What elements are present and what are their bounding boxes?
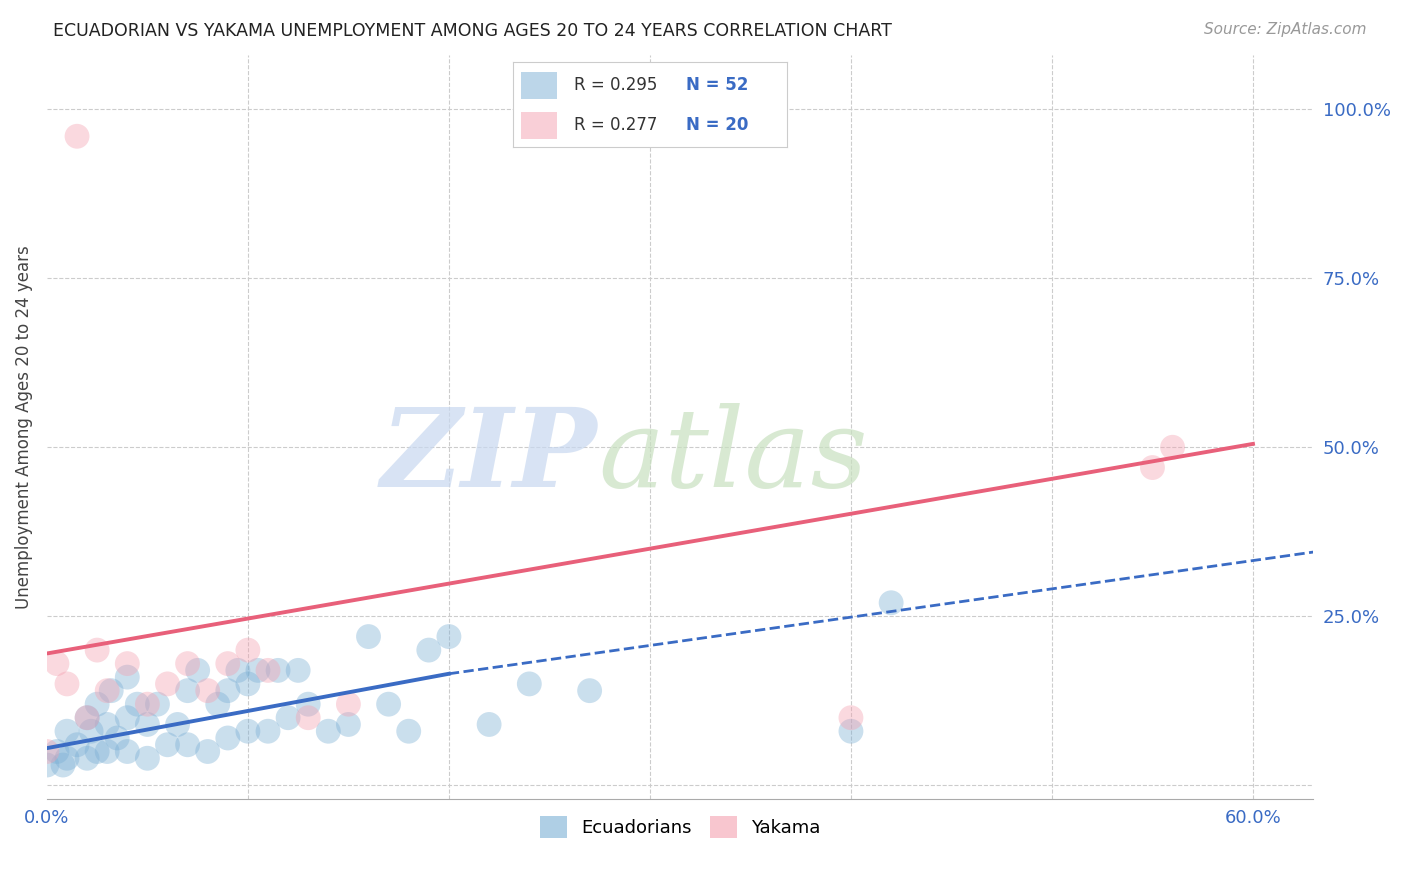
Point [257,724,280,739]
Point [117,744,139,758]
Point [277,711,299,725]
Point [337,717,360,731]
Point [578,683,600,698]
Point [880,596,903,610]
Point [76,711,98,725]
Point [56,677,79,691]
Point [105,731,128,745]
Text: Source: ZipAtlas.com: Source: ZipAtlas.com [1204,22,1367,37]
Bar [522,71,557,99]
Text: ZIP: ZIP [381,403,598,510]
Point [56,751,79,765]
Point [35,758,58,772]
Point [207,697,229,711]
Bar [522,112,557,139]
Point [267,664,290,678]
Point [197,683,219,698]
Point [76,711,98,725]
Point [1142,460,1164,475]
Point [117,657,139,671]
Point [478,717,501,731]
Point [136,697,159,711]
Point [176,683,198,698]
Point [236,643,259,657]
Point [217,657,239,671]
Point [287,664,309,678]
Point [45,744,67,758]
Point [236,724,259,739]
Point [45,657,67,671]
Point [236,677,259,691]
Point [156,677,179,691]
Text: R = 0.277: R = 0.277 [574,116,657,134]
Text: ECUADORIAN VS YAKAMA UNEMPLOYMENT AMONG AGES 20 TO 24 YEARS CORRELATION CHART: ECUADORIAN VS YAKAMA UNEMPLOYMENT AMONG … [53,22,893,40]
Point [217,731,239,745]
Point [437,630,460,644]
Point [52,758,75,772]
Point [176,657,198,671]
Y-axis label: Unemployment Among Ages 20 to 24 years: Unemployment Among Ages 20 to 24 years [15,245,32,609]
Point [337,697,360,711]
Point [839,711,862,725]
Point [76,751,98,765]
Point [297,711,319,725]
Text: R = 0.295: R = 0.295 [574,77,657,95]
Point [35,744,58,758]
Point [100,683,122,698]
Point [117,711,139,725]
Text: atlas: atlas [598,403,868,510]
Point [418,643,440,657]
Point [66,129,89,144]
Point [66,738,89,752]
Point [187,664,209,678]
Point [318,724,340,739]
Point [136,751,159,765]
Text: N = 52: N = 52 [686,77,748,95]
Point [398,724,420,739]
Text: N = 20: N = 20 [686,116,748,134]
Point [156,738,179,752]
Point [56,724,79,739]
Point [257,664,280,678]
Point [146,697,169,711]
Point [176,738,198,752]
Point [117,670,139,684]
Point [839,724,862,739]
Point [86,643,108,657]
Point [217,683,239,698]
Point [86,744,108,758]
Point [96,744,118,758]
Point [226,664,249,678]
Point [136,717,159,731]
Point [127,697,149,711]
Legend: Ecuadorians, Yakama: Ecuadorians, Yakama [533,809,828,846]
Point [96,683,118,698]
Point [517,677,540,691]
Point [246,664,269,678]
Point [166,717,188,731]
Point [96,717,118,731]
Point [1161,440,1184,454]
Point [80,724,103,739]
Point [297,697,319,711]
Point [357,630,380,644]
Point [86,697,108,711]
Point [197,744,219,758]
Point [377,697,399,711]
